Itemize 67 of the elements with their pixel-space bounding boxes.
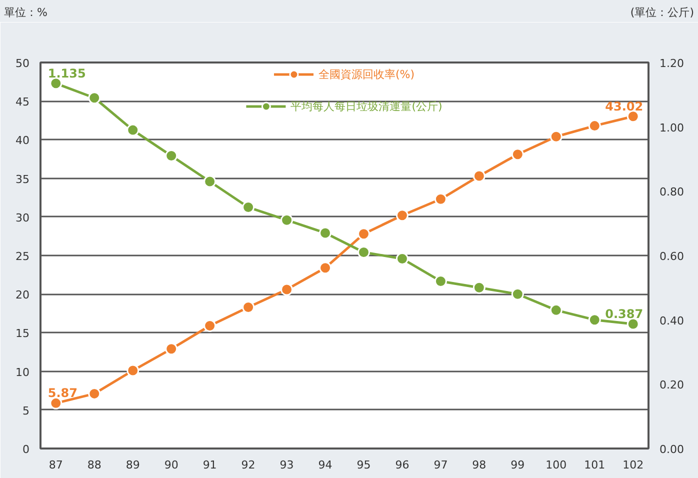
x-tick-label: 96 <box>395 458 410 472</box>
y-tick-label: 5 <box>22 404 30 418</box>
point <box>626 318 640 330</box>
y-tick-label: 45 <box>16 96 30 109</box>
x-tick-label: 94 <box>318 458 332 472</box>
y-tick-label: 30 <box>16 211 30 224</box>
point <box>588 314 601 326</box>
y-tick-label: 40 <box>16 134 30 148</box>
point <box>550 130 562 143</box>
x-tick-label: 102 <box>622 458 644 472</box>
point <box>204 175 216 188</box>
point <box>396 209 408 222</box>
x-tick-label: 90 <box>164 458 178 472</box>
point <box>50 396 62 410</box>
x-tick-label: 88 <box>87 458 102 472</box>
point <box>50 77 62 90</box>
y-tick-label: 25 <box>16 250 30 263</box>
point <box>472 281 486 294</box>
x-tick-label: 93 <box>280 458 294 472</box>
x-tick-label: 89 <box>126 458 140 472</box>
point <box>126 364 140 377</box>
y-tick-label: 50 <box>16 57 30 70</box>
legend-label: 全國資源回收率(%) <box>318 66 415 82</box>
point <box>126 124 140 136</box>
y2-tick-label: 0.20 <box>660 378 684 392</box>
point <box>165 342 178 356</box>
point <box>472 170 486 182</box>
data-label: 1.135 <box>48 66 86 80</box>
y2-tick-label: 0.80 <box>660 186 684 199</box>
y-tick-label: 15 <box>16 327 30 340</box>
point <box>280 214 294 226</box>
y-tick-label: 10 <box>16 366 30 379</box>
y2-tick-label: 1.00 <box>660 121 684 134</box>
y-tick-label: 20 <box>16 288 30 302</box>
x-tick-label: 100 <box>546 458 567 472</box>
x-tick-label: 98 <box>472 458 486 472</box>
y2-tick-label: 1.20 <box>660 57 684 70</box>
y2-axis-title: (單位：公斤) <box>630 5 694 21</box>
y2-tick-label: 0.00 <box>660 443 684 456</box>
y-tick-label: 35 <box>16 172 30 186</box>
x-tick-label: 101 <box>584 458 606 472</box>
point <box>357 228 370 240</box>
point <box>88 92 101 104</box>
x-tick-label: 95 <box>356 458 371 472</box>
point <box>511 148 524 161</box>
y2-tick-label: 0.40 <box>660 314 684 328</box>
point <box>242 201 255 214</box>
point <box>511 288 524 300</box>
y-tick-label: 0 <box>22 443 30 456</box>
point <box>280 283 294 296</box>
point <box>626 110 640 123</box>
x-tick-label: 91 <box>202 458 217 472</box>
y-axis-title: 單位：% <box>4 5 48 21</box>
data-label: 43.02 <box>605 99 644 114</box>
x-tick-label: 87 <box>48 458 63 472</box>
data-label: 5.87 <box>48 386 78 400</box>
point <box>550 304 562 316</box>
y2-tick-label: 0.60 <box>660 250 684 263</box>
x-tick-label: 99 <box>510 458 525 472</box>
legend-label: 平均每人每日垃圾清運量(公斤) <box>290 98 442 114</box>
point <box>434 192 447 206</box>
point <box>204 320 216 332</box>
point <box>319 226 332 240</box>
x-tick-label: 97 <box>434 458 448 472</box>
x-tick-label: 92 <box>241 458 256 472</box>
data-label: 0.387 <box>605 307 644 322</box>
point <box>319 262 332 274</box>
